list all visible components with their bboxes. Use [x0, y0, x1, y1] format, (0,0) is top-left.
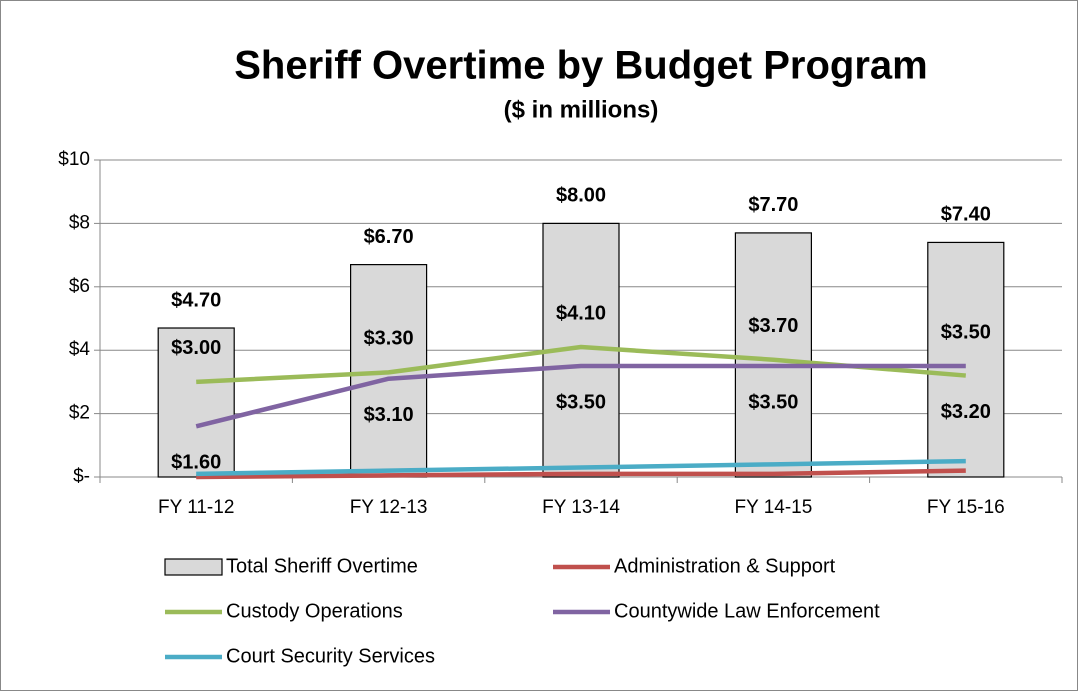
bar — [927, 241, 1005, 478]
line — [195, 363, 966, 429]
data-label: $4.10 — [556, 302, 606, 324]
x-tick-label: FY 14-15 — [734, 497, 812, 518]
legend-label: Countywide Law Enforcement — [614, 600, 880, 622]
x-tick-label: FY 12-13 — [350, 497, 428, 518]
data-label: $8.00 — [556, 185, 606, 207]
data-label: $3.50 — [941, 321, 991, 343]
line — [196, 458, 966, 477]
data-label: $3.00 — [171, 337, 221, 359]
bar — [734, 232, 813, 478]
y-tick-label: $- — [73, 466, 90, 487]
data-label: $6.70 — [364, 226, 414, 248]
y-tick-label: $2 — [69, 403, 90, 424]
y-tick-label: $4 — [69, 339, 91, 360]
chart-title: Sheriff Overtime by Budget Program — [234, 44, 927, 88]
bar — [157, 327, 235, 478]
x-tick-label: FY 11-12 — [158, 497, 234, 518]
y-tick-label: $6 — [69, 276, 90, 297]
data-label: $3.20 — [941, 401, 991, 423]
data-label: $3.50 — [556, 391, 606, 413]
x-tick-label: FY 13-14 — [542, 497, 620, 518]
chart-subtitle: ($ in millions) — [504, 96, 659, 123]
data-label: $4.70 — [171, 289, 221, 311]
y-tick-label: $8 — [69, 212, 90, 233]
legend-label: Administration & Support — [614, 555, 836, 577]
x-tick-label: FY 15-16 — [927, 497, 1005, 518]
data-label: $1.60 — [171, 452, 221, 474]
data-label: $7.70 — [748, 194, 798, 216]
legend-label: Total Sheriff Overtime — [226, 555, 418, 577]
y-tick-label: $10 — [58, 149, 90, 170]
data-label: $3.50 — [748, 391, 798, 413]
legend-label: Court Security Services — [226, 645, 435, 667]
legend-label: Custody Operations — [226, 600, 403, 622]
data-label: $3.30 — [364, 328, 414, 350]
data-label: $3.10 — [364, 404, 414, 426]
data-label: $3.70 — [748, 315, 798, 337]
legend-swatch — [164, 558, 223, 576]
line — [196, 468, 966, 480]
data-label: $7.40 — [941, 204, 991, 226]
